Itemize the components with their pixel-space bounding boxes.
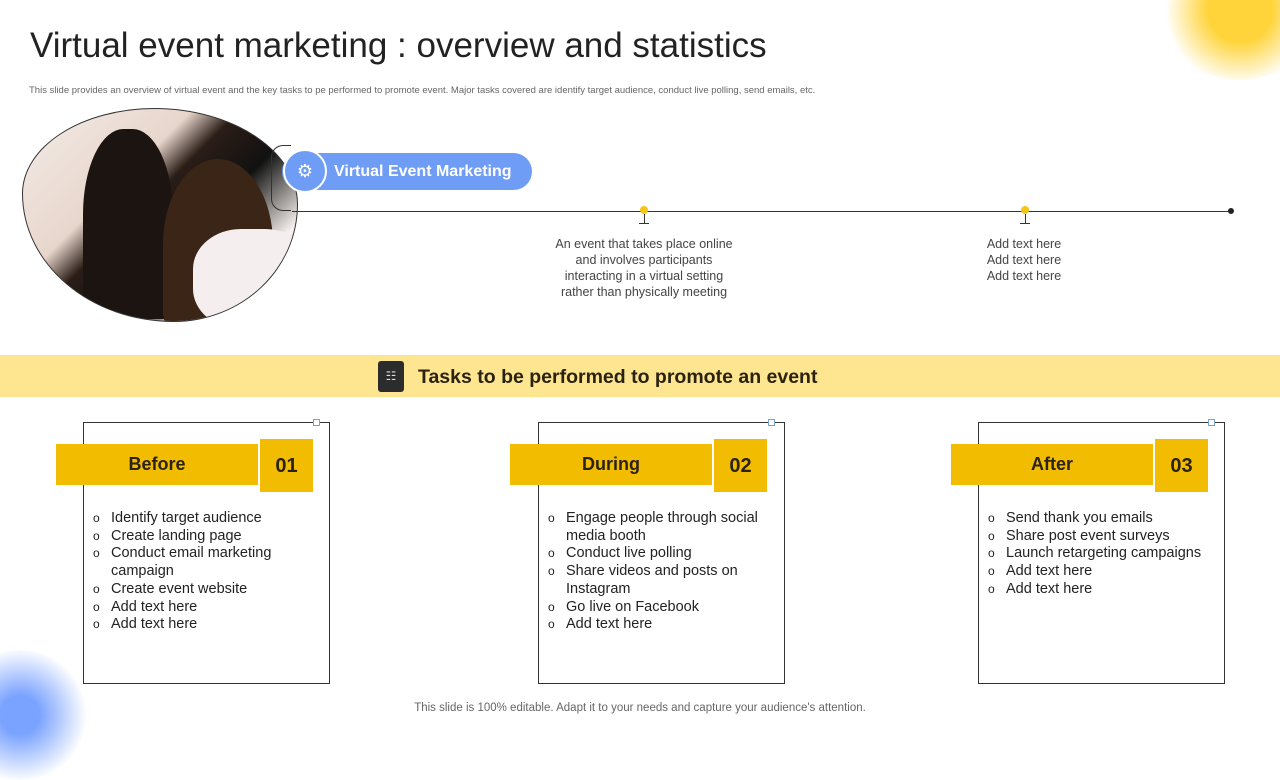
card-number: 02 <box>713 438 768 493</box>
task-list: Send thank you emailsShare post event su… <box>988 510 1208 599</box>
timeline-line <box>292 211 1230 212</box>
card-label: During <box>510 444 712 485</box>
card-label: After <box>951 444 1153 485</box>
tasks-banner <box>0 355 1280 397</box>
checklist-icon: ☷ <box>378 361 404 392</box>
timeline-end-dot <box>1228 208 1234 214</box>
people-photo <box>22 108 298 322</box>
connector-curve <box>271 145 291 211</box>
page-title: Virtual event marketing : overview and s… <box>30 26 767 65</box>
card-number: 03 <box>1154 438 1209 493</box>
list-item: Create landing page <box>93 528 313 546</box>
list-item: Conduct live polling <box>548 545 768 563</box>
list-item: Add text here <box>548 616 768 634</box>
footer-note: This slide is 100% editable. Adapt it to… <box>414 702 866 714</box>
timeline-text-1: An event that takes place online and invo… <box>555 237 733 299</box>
list-item: Engage people through social media booth <box>548 510 768 545</box>
decorative-yellow-glow <box>1160 0 1280 80</box>
task-list: Identify target audienceCreate landing p… <box>93 510 313 634</box>
list-item: Launch retargeting campaigns <box>988 545 1208 563</box>
list-item: Add text here <box>93 616 313 634</box>
timeline-marker <box>1020 206 1030 224</box>
timeline-text-2: Add text here Add text here Add text here <box>986 237 1062 283</box>
decorative-blue-glow <box>0 650 90 780</box>
page-subtitle: This slide provides an overview of virtu… <box>29 85 816 96</box>
card-before <box>83 422 330 684</box>
resize-handle <box>768 419 775 426</box>
list-item: Add text here <box>988 581 1208 599</box>
list-item: Create event website <box>93 581 313 599</box>
timeline-marker <box>639 206 649 224</box>
list-item: Share videos and posts on Instagram <box>548 563 768 598</box>
card-during <box>538 422 785 684</box>
list-item: Add text here <box>988 563 1208 581</box>
tasks-heading: Tasks to be performed to promote an even… <box>418 366 818 388</box>
list-item: Send thank you emails <box>988 510 1208 528</box>
task-list: Engage people through social media booth… <box>548 510 768 634</box>
resize-handle <box>313 419 320 426</box>
list-item: Add text here <box>93 599 313 617</box>
card-after <box>978 422 1225 684</box>
resize-handle <box>1208 419 1215 426</box>
virtual-event-icon: ⚙ <box>283 149 327 193</box>
list-item: Go live on Facebook <box>548 599 768 617</box>
card-label: Before <box>56 444 258 485</box>
list-item: Identify target audience <box>93 510 313 528</box>
card-number: 01 <box>259 438 314 493</box>
list-item: Share post event surveys <box>988 528 1208 546</box>
list-item: Conduct email marketing campaign <box>93 545 313 580</box>
